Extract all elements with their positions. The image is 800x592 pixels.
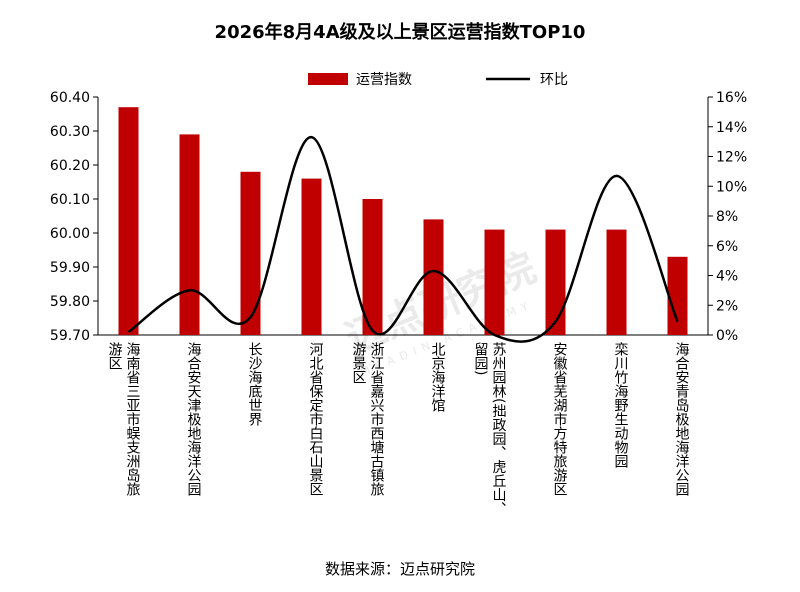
y-right-tick-label: 10%	[716, 179, 747, 195]
y-right-tick-label: 6%	[716, 239, 738, 255]
y-right-tick-label: 14%	[716, 120, 747, 136]
source-note: 数据来源：迈点研究院	[325, 560, 475, 578]
x-tick-label: 游景区	[351, 342, 367, 384]
x-tick-label: 栾川竹海野生动物园	[613, 341, 629, 468]
x-tick-label: 海合安青岛极地海洋公园	[674, 342, 690, 496]
x-tick-label: 安徽省芜湖市方特旅游区	[552, 342, 568, 496]
y-left-tick-label: 60.00	[50, 226, 90, 242]
x-tick-label: 长沙海底世界	[247, 342, 263, 427]
bar	[667, 256, 688, 335]
bar	[240, 171, 261, 335]
x-tick-label: 留园)	[473, 342, 489, 375]
bar	[606, 229, 627, 335]
bar	[179, 134, 200, 335]
x-tick-label: 苏州园林(拙政园、虎丘山、	[491, 342, 507, 515]
series-line	[127, 135, 679, 343]
y-right-tick-label: 12%	[716, 150, 747, 166]
x-tick-label: 海合安天津极地海洋公园	[186, 342, 202, 496]
legend-label-line: 环比	[540, 72, 568, 88]
legend: 运营指数 环比	[308, 72, 568, 88]
y-right-tick-label: 8%	[716, 209, 738, 225]
y-left-tick-label: 60.30	[50, 124, 90, 140]
bar	[362, 199, 383, 335]
bar	[118, 107, 139, 335]
bar	[301, 178, 322, 335]
x-tick-label: 海南省三亚市蜈支洲岛旅	[125, 342, 141, 496]
y-right-tick-label: 4%	[716, 269, 738, 285]
y-right-tick-label: 16%	[716, 90, 747, 106]
x-tick-label: 浙江省嘉兴市西塘古镇旅	[369, 342, 385, 496]
y-left-tick-label: 59.80	[50, 294, 90, 310]
y-left-tick-label: 59.70	[50, 328, 90, 344]
bar	[423, 219, 444, 335]
legend-swatch-bar	[308, 73, 348, 85]
legend-label-bar: 运营指数	[356, 72, 412, 88]
bar	[484, 229, 505, 335]
bar	[545, 229, 566, 335]
x-tick-label: 北京海洋馆	[430, 342, 446, 412]
y-left-tick-label: 60.40	[50, 90, 90, 106]
chart-title: 2026年8月4A级及以上景区运营指数TOP10	[215, 21, 586, 43]
x-tick-label: 游区	[107, 342, 123, 370]
y-left-tick-label: 60.10	[50, 192, 90, 208]
y-left-tick-label: 60.20	[50, 158, 90, 174]
y-right-tick-label: 0%	[716, 328, 738, 344]
y-right-tick-label: 2%	[716, 298, 738, 314]
plot-area: 59.70 59.80 59.90 60.00 60.10 60.20 60.30 60.40…	[50, 90, 747, 515]
x-tick-label: 河北省保定市白石山景区	[308, 342, 324, 496]
y-left-tick-label: 59.90	[50, 260, 90, 276]
